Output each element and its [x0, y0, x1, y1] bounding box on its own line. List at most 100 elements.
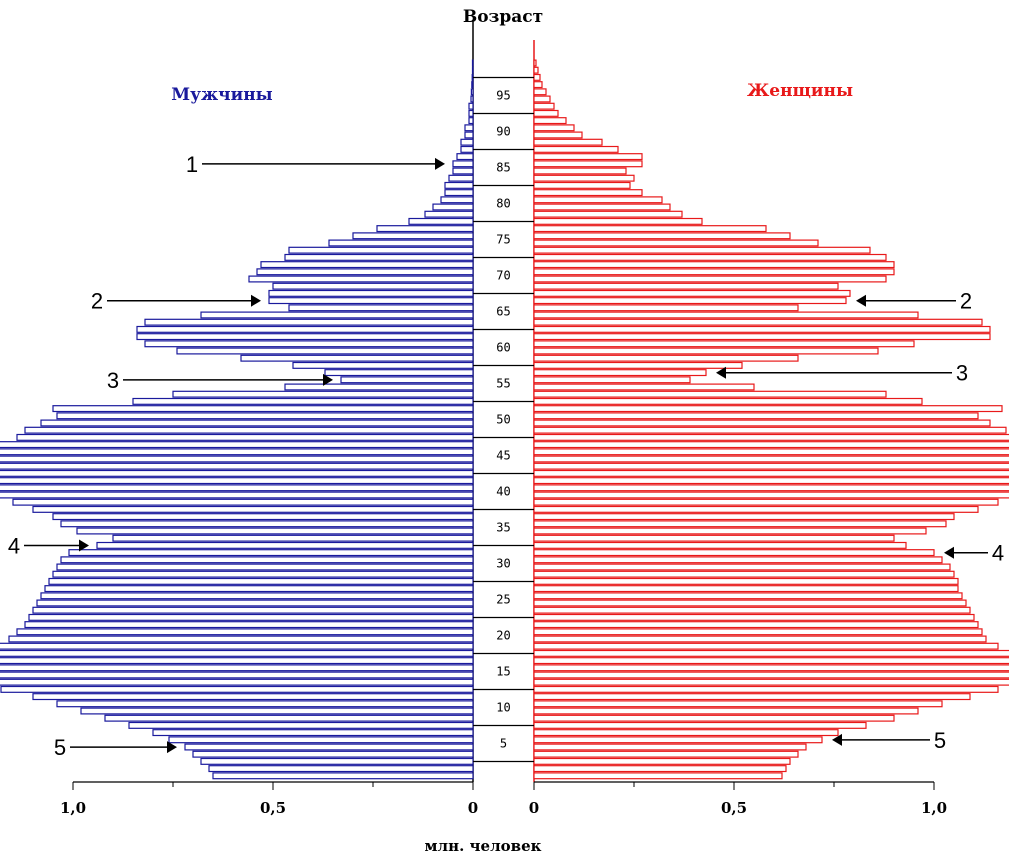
female-annotation-label-5: 5 [934, 728, 946, 753]
male-bar-age-21 [24, 621, 474, 629]
female-bar-age-85 [533, 160, 643, 168]
female-bar-age-29 [533, 563, 951, 571]
male-bar-age-82 [444, 181, 474, 189]
male-bar-age-79 [432, 203, 474, 211]
female-annotation-arrowhead-2 [856, 294, 866, 307]
female-bar-age-61 [533, 333, 991, 341]
female-bar-age-52 [533, 397, 923, 405]
male-bar-age-78 [424, 210, 474, 218]
female-bar-age-22 [533, 613, 975, 621]
female-bar-age-40 [533, 484, 1009, 492]
female-bar-age-16 [533, 657, 1009, 665]
female-bar-age-60 [533, 340, 915, 348]
male-bar-age-0 [212, 772, 474, 780]
male-annotation-arrowhead-5 [167, 741, 177, 754]
male-series-title: Мужчины [171, 85, 272, 105]
male-bar-age-58 [240, 354, 474, 362]
female-bar-age-36 [533, 513, 955, 521]
male-bar-age-31 [68, 549, 474, 557]
male-bar-age-72 [284, 253, 474, 261]
male-bar-age-46 [0, 441, 474, 449]
male-bar-age-97 [471, 73, 474, 81]
female-bar-age-5 [533, 736, 823, 744]
female-bar-age-74 [533, 239, 819, 247]
female-bar-age-84 [533, 167, 627, 175]
female-bar-age-87 [533, 145, 619, 153]
female-bar-age-30 [533, 556, 943, 564]
male-bar-age-40 [0, 484, 474, 492]
male-bar-age-81 [444, 189, 474, 197]
male-bar-age-44 [0, 455, 474, 463]
male-bar-age-9 [80, 707, 474, 715]
female-bar-age-43 [533, 462, 1009, 470]
male-annotation-label-2: 2 [91, 289, 103, 314]
female-bar-age-26 [533, 585, 959, 593]
female-bar-age-98 [533, 66, 539, 74]
male-bar-age-47 [16, 433, 474, 441]
male-bar-age-55 [340, 376, 474, 384]
right-tick-label: 0 [529, 799, 539, 817]
female-series-title: Женщины [747, 81, 853, 101]
female-bar-age-23 [533, 606, 971, 614]
male-bar-age-53 [172, 390, 474, 398]
left-tick-label: 0 [468, 799, 478, 817]
male-bar-age-43 [0, 462, 474, 470]
female-bar-age-17 [533, 649, 1009, 657]
female-bar-age-64 [533, 311, 919, 319]
female-bar-age-44 [533, 455, 1009, 463]
female-bar-age-24 [533, 599, 967, 607]
female-bar-age-80 [533, 196, 663, 204]
male-bar-age-35 [60, 520, 474, 528]
male-bar-age-93 [468, 102, 474, 110]
male-bar-age-8 [104, 714, 474, 722]
male-bar-age-69 [248, 275, 474, 283]
male-annotation-label-1: 1 [186, 152, 198, 177]
female-bar-age-20 [533, 628, 983, 636]
female-bar-age-18 [533, 642, 999, 650]
age-label: 80 [496, 197, 510, 211]
male-annotation-label-3: 3 [107, 368, 119, 393]
age-label: 85 [496, 161, 510, 175]
age-label: 50 [496, 413, 510, 427]
male-bar-age-12 [0, 685, 474, 693]
male-bar-age-54 [284, 383, 474, 391]
female-bar-age-81 [533, 189, 643, 197]
female-bar-age-93 [533, 102, 555, 110]
male-bar-age-11 [32, 693, 474, 701]
female-bar-age-94 [533, 95, 551, 103]
female-bar-age-77 [533, 217, 703, 225]
male-bar-age-5 [168, 736, 474, 744]
female-bar-age-37 [533, 505, 979, 513]
female-bar-age-14 [533, 671, 1009, 679]
male-bar-age-59 [176, 347, 474, 355]
female-bar-age-56 [533, 369, 707, 377]
female-bar-age-34 [533, 527, 927, 535]
female-bar-age-10 [533, 700, 943, 708]
male-bar-age-28 [52, 570, 474, 578]
female-bar-age-66 [533, 297, 847, 305]
female-bar-age-1 [533, 765, 787, 773]
left-tick-label: 0,5 [260, 799, 286, 817]
female-bar-age-35 [533, 520, 947, 528]
male-bar-age-56 [324, 369, 474, 377]
male-bar-age-98 [471, 66, 474, 74]
male-annotation-label-5: 5 [54, 735, 66, 760]
male-bar-age-25 [40, 592, 474, 600]
female-bar-age-92 [533, 109, 559, 117]
male-bar-age-51 [52, 405, 474, 413]
male-annotation-arrowhead-3 [323, 373, 333, 386]
male-bar-age-60 [144, 340, 474, 348]
male-bar-age-62 [136, 325, 474, 333]
male-bar-age-45 [0, 448, 474, 456]
female-bar-age-83 [533, 174, 635, 182]
female-bar-age-55 [533, 376, 691, 384]
female-bar-age-15 [533, 664, 1009, 672]
female-bar-age-48 [533, 426, 1007, 434]
male-bar-age-34 [76, 527, 474, 535]
female-annotation-label-2: 2 [960, 289, 972, 314]
male-bar-age-57 [292, 361, 474, 369]
male-annotation-arrowhead-4 [79, 539, 89, 552]
age-label: 40 [496, 485, 510, 499]
male-bar-age-10 [56, 700, 474, 708]
